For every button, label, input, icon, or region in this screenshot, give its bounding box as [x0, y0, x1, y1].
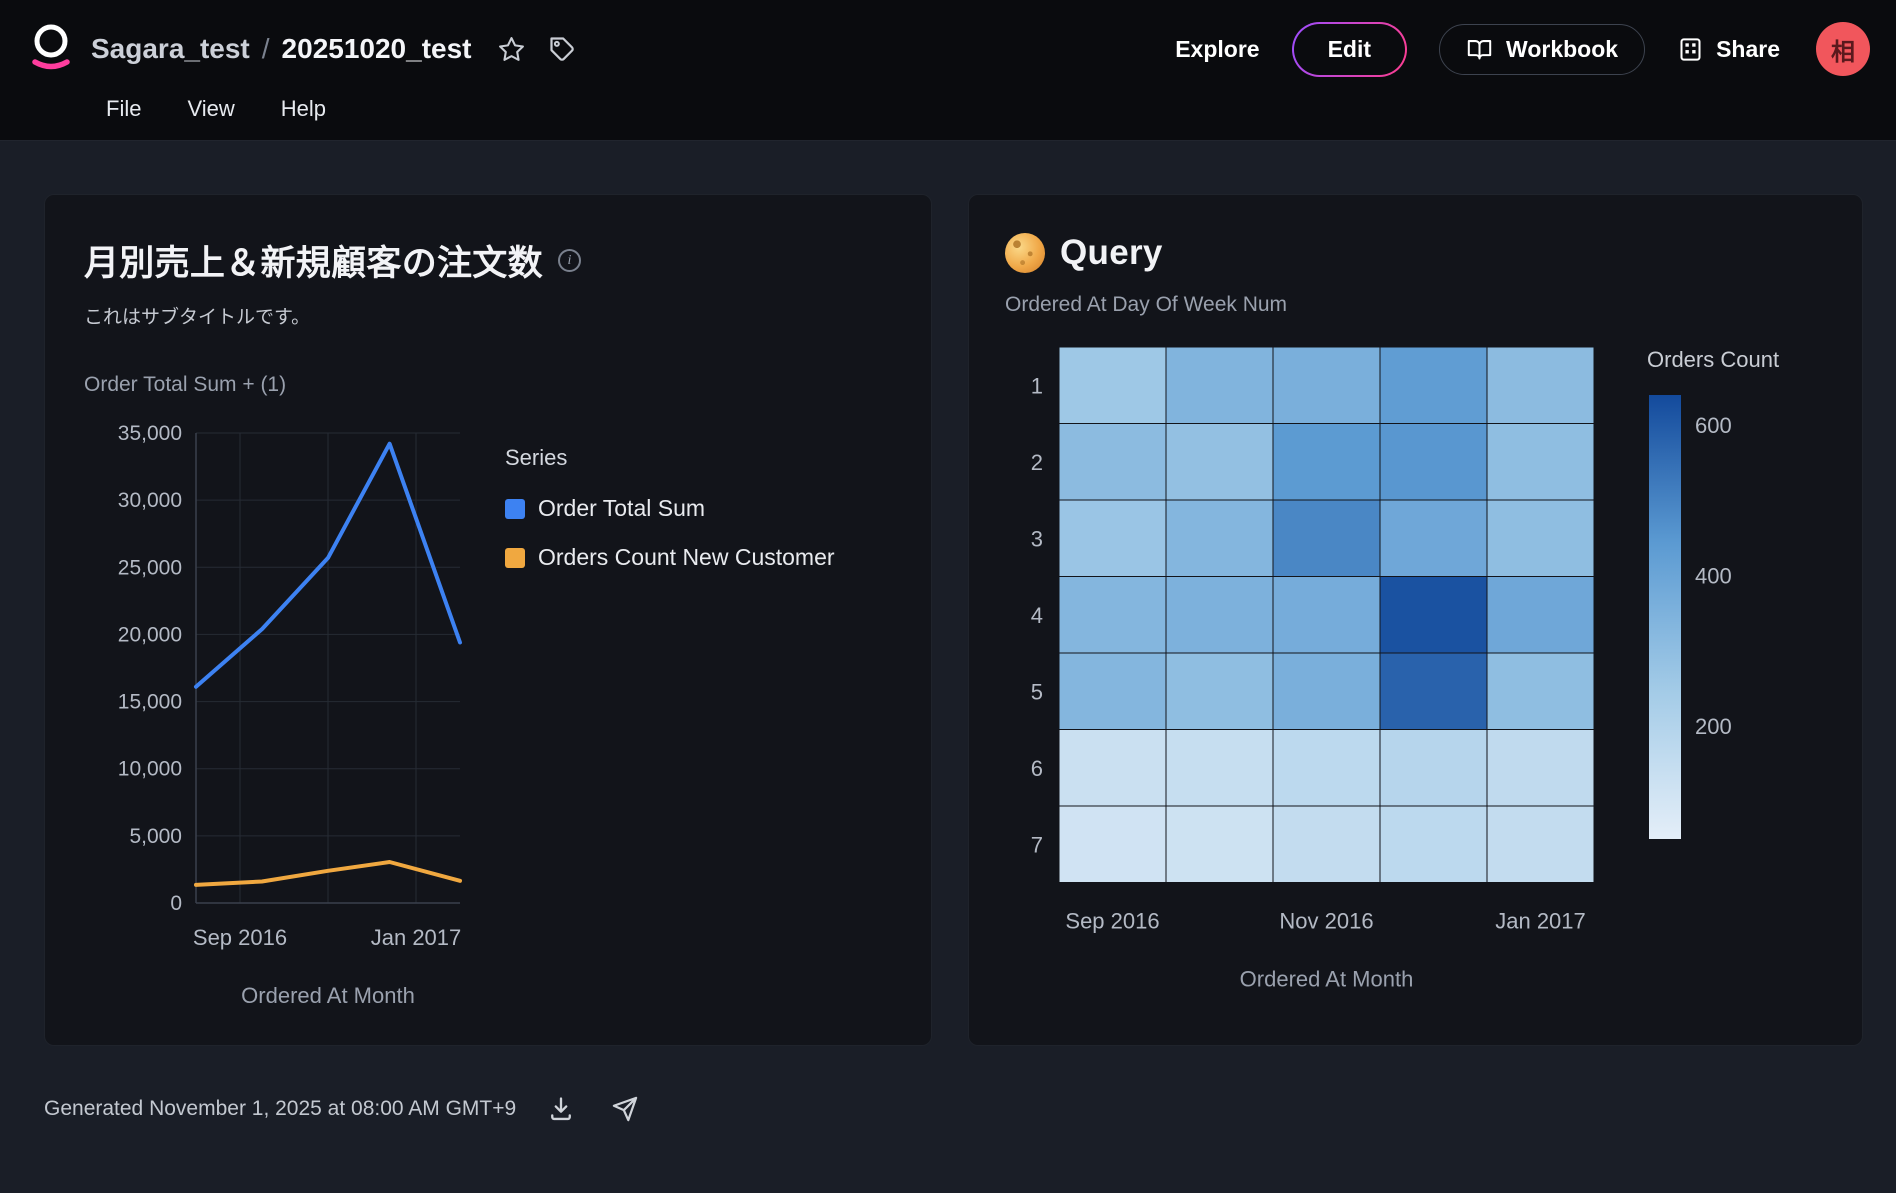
line-chart-card: 月別売上＆新規顧客の注文数 i これはサブタイトルです。 Order Total… — [44, 194, 932, 1046]
heatmap-y-axis-title: Ordered At Day Of Week Num — [1005, 293, 1288, 316]
app-header: Sagara_test / 20251020_test Explore Edit… — [0, 0, 1896, 141]
svg-text:35,000: 35,000 — [118, 422, 182, 445]
heatmap-card: Query Ordered At Day Of Week Num 1 2 3 4 5 6 7… — [968, 194, 1863, 1046]
line-chart-legend: Series Order Total Sum Orders Count New … — [505, 415, 835, 593]
dashboard-content: 月別売上＆新規顧客の注文数 i これはサブタイトルです。 Order Total… — [0, 141, 1896, 1046]
line-chart: 0 5,000 10,000 15,000 20,000 25,000 30,000 35,0… — [118, 422, 462, 1008]
legend-label: Order Total Sum — [538, 495, 706, 521]
edit-button[interactable]: Edit — [1292, 22, 1407, 77]
dashboard-footer: Generated November 1, 2025 at 08:00 AM G… — [0, 1046, 1896, 1128]
breadcrumb-project[interactable]: Sagara_test — [91, 33, 250, 64]
menu-item-view[interactable]: View — [187, 96, 235, 121]
svg-text:Jan 2017: Jan 2017 — [371, 925, 462, 950]
menu-item-help[interactable]: Help — [280, 96, 326, 121]
svg-text:Sep 2016: Sep 2016 — [1065, 909, 1159, 934]
breadcrumb: Sagara_test / 20251020_test — [91, 33, 472, 65]
svg-text:2: 2 — [1031, 450, 1043, 475]
svg-text:15,000: 15,000 — [118, 691, 182, 714]
svg-text:6: 6 — [1031, 756, 1043, 781]
svg-text:Ordered At Month: Ordered At Month — [1240, 967, 1414, 992]
header-top-row: Sagara_test / 20251020_test Explore Edit… — [29, 16, 1870, 82]
breadcrumb-separator: / — [261, 33, 270, 64]
explore-button[interactable]: Explore — [1175, 35, 1260, 62]
svg-text:25,000: 25,000 — [118, 556, 182, 579]
omni-logo-icon[interactable] — [29, 22, 73, 77]
share-button-label: Share — [1716, 35, 1780, 62]
svg-text:4: 4 — [1031, 603, 1043, 628]
tag-icon[interactable] — [543, 30, 581, 68]
legend-label: Orders Count New Customer — [538, 544, 835, 570]
share-icon — [1677, 36, 1704, 63]
breadcrumb-document: 20251020_test — [281, 33, 472, 64]
svg-text:200: 200 — [1695, 714, 1732, 739]
favorite-star-icon[interactable] — [492, 30, 531, 69]
header-actions: Explore Edit Workbook Share 相 — [1175, 22, 1870, 77]
workbook-button[interactable]: Workbook — [1439, 23, 1646, 75]
breadcrumb-icons — [492, 30, 581, 69]
svg-text:30,000: 30,000 — [118, 489, 182, 512]
info-icon[interactable]: i — [557, 249, 581, 272]
line-chart-subtitle: これはサブタイトルです。 — [84, 307, 311, 328]
user-avatar[interactable]: 相 — [1816, 22, 1870, 76]
heatmap-title: Query — [1060, 233, 1163, 272]
svg-text:Nov 2016: Nov 2016 — [1279, 909, 1373, 934]
svg-text:7: 7 — [1031, 832, 1043, 857]
svg-text:Jan 2017: Jan 2017 — [1495, 909, 1586, 934]
legend-swatch-orange — [505, 547, 525, 568]
menu-item-file[interactable]: File — [106, 96, 142, 121]
workbook-button-label: Workbook — [1506, 35, 1619, 62]
svg-text:Sep 2016: Sep 2016 — [193, 925, 287, 950]
generated-timestamp: Generated November 1, 2025 at 08:00 AM G… — [44, 1097, 517, 1120]
send-icon[interactable] — [606, 1090, 644, 1128]
svg-text:20,000: 20,000 — [118, 623, 182, 646]
svg-text:Ordered At Month: Ordered At Month — [241, 983, 415, 1008]
svg-text:10,000: 10,000 — [118, 758, 182, 781]
svg-text:5: 5 — [1031, 679, 1043, 704]
color-legend-gradient: 600 400 200 — [1649, 395, 1732, 839]
legend-title: Series — [505, 445, 568, 470]
svg-text:5,000: 5,000 — [129, 825, 182, 848]
heatmap-color-legend: Orders Count 600 400 200 — [1647, 341, 1779, 866]
color-legend-title: Orders Count — [1647, 347, 1780, 372]
svg-text:400: 400 — [1695, 564, 1732, 589]
svg-text:3: 3 — [1031, 526, 1043, 551]
svg-text:600: 600 — [1695, 413, 1732, 438]
legend-item-order-total-sum[interactable]: Order Total Sum — [505, 495, 835, 522]
download-icon[interactable] — [542, 1090, 580, 1128]
heatmap-chart: 1 2 3 4 5 6 7 Sep 2016 Nov 2016 Jan 2017 Ordered A… — [1031, 346, 1595, 992]
line-chart-title: 月別売上＆新規顧客の注文数 — [84, 244, 543, 283]
workbook-book-icon — [1466, 36, 1493, 63]
menu-bar: File View Help — [29, 82, 1870, 140]
moon-icon — [1005, 233, 1045, 273]
svg-text:0: 0 — [170, 892, 182, 915]
share-button[interactable]: Share — [1677, 36, 1780, 63]
legend-item-orders-count-new-customer[interactable]: Orders Count New Customer — [505, 544, 835, 571]
svg-text:1: 1 — [1031, 373, 1043, 398]
legend-swatch-blue — [505, 498, 525, 519]
line-chart-y-axis-title: Order Total Sum + (1) — [84, 373, 287, 396]
